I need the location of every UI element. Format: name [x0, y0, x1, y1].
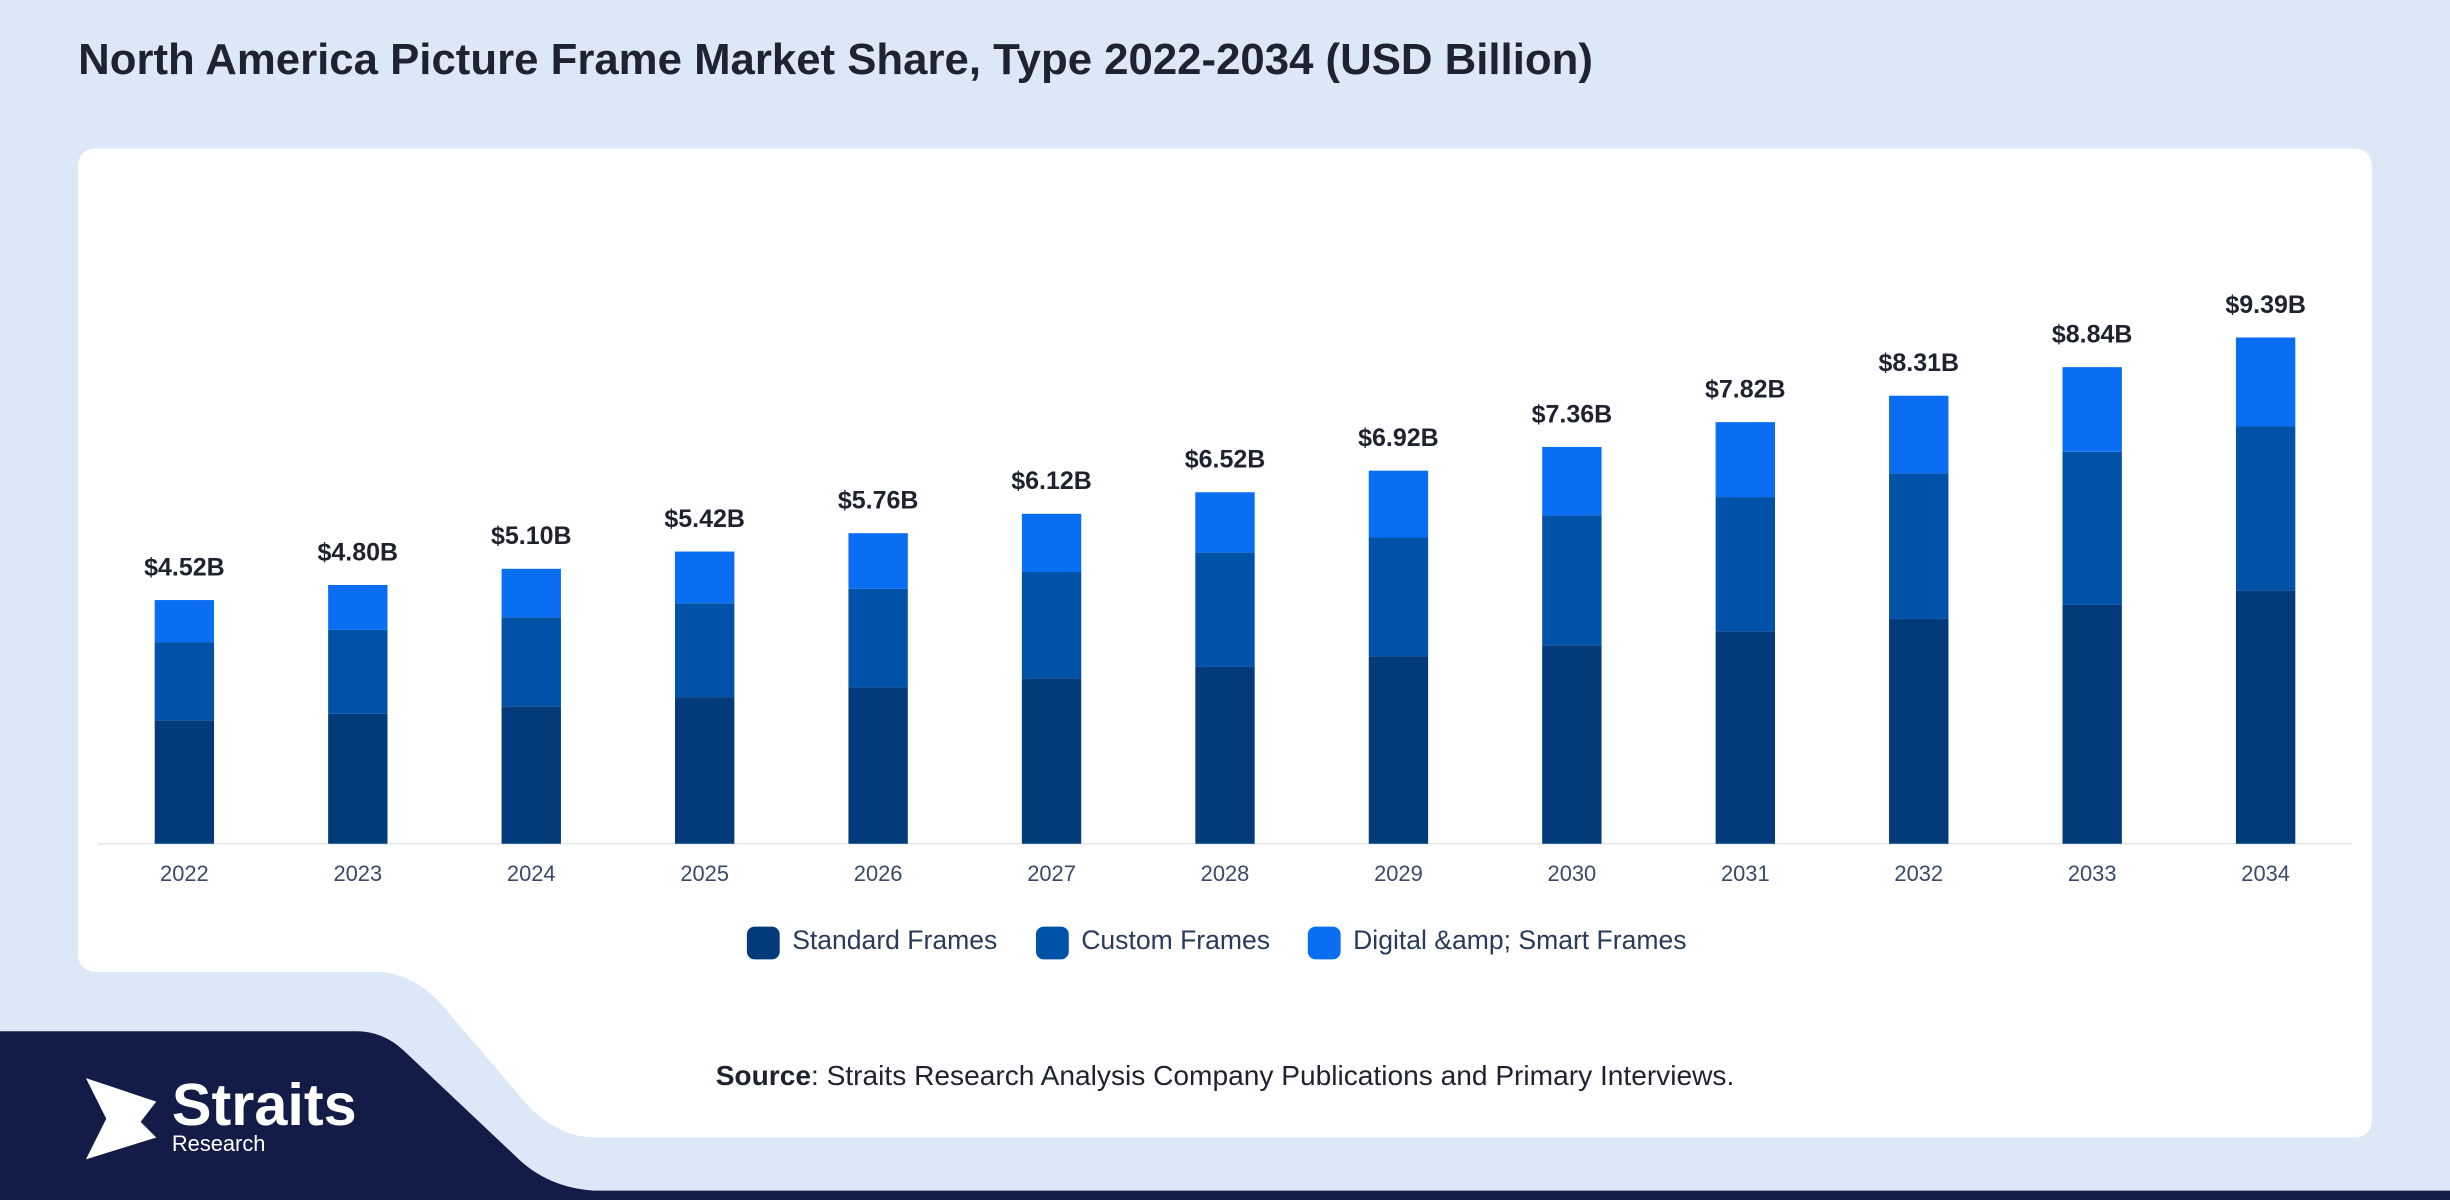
legend-label: Standard Frames: [792, 925, 997, 955]
x-tick-label: 2033: [2068, 861, 2117, 886]
total-label: $9.39B: [2225, 291, 2306, 319]
source-text: : Straits Research Analysis Company Publ…: [811, 1061, 1734, 1092]
logo-sub: Research: [172, 1131, 266, 1156]
x-tick-label: 2025: [680, 861, 729, 886]
total-label: $8.84B: [2052, 321, 2133, 349]
total-label: $6.12B: [1011, 467, 1092, 495]
total-label: $4.52B: [144, 553, 225, 581]
bar-segment: [1889, 618, 1949, 844]
bar-segment: [1195, 666, 1255, 844]
bar-segment: [1368, 656, 1429, 844]
bar-segment: [1715, 422, 1775, 498]
source: Source: Straits Research Analysis Compan…: [716, 1061, 1735, 1092]
bar-segment: [1542, 515, 1602, 646]
x-tick-label: 2028: [1201, 861, 1250, 886]
bar-segment: [1368, 537, 1429, 657]
bar-segment: [2235, 426, 2296, 591]
bar-segment: [501, 568, 561, 618]
legend-label: Custom Frames: [1081, 925, 1270, 955]
bar-segment: [154, 600, 215, 643]
x-tick-label: 2029: [1374, 861, 1423, 886]
bar-segment: [848, 588, 908, 688]
bar-segment: [1195, 552, 1255, 667]
bar-segment: [675, 551, 735, 604]
total-label: $7.82B: [1705, 376, 1786, 404]
bar-segment: [328, 713, 388, 844]
bar-segment: [1715, 631, 1775, 844]
chart-title: North America Picture Frame Market Share…: [78, 35, 1593, 84]
bar-segment: [2235, 590, 2296, 844]
bar-segment: [1542, 645, 1602, 844]
legend-swatch: [1035, 926, 1069, 960]
bar-segment: [1542, 446, 1602, 516]
bar-segment: [1021, 678, 1082, 844]
total-label: $5.76B: [838, 487, 919, 515]
bar-segment: [1889, 473, 1949, 619]
x-tick-label: 2030: [1548, 861, 1597, 886]
bar-segment: [154, 720, 215, 844]
bar-segment: [1889, 395, 1949, 474]
bar-segment: [675, 697, 735, 844]
bar-segment: [328, 629, 388, 714]
legend-swatch: [746, 926, 780, 960]
x-tick-label: 2032: [1894, 861, 1943, 886]
x-tick-label: 2024: [507, 861, 556, 886]
total-label: $5.10B: [491, 522, 572, 550]
total-label: $8.31B: [1878, 349, 1959, 377]
x-tick-label: 2027: [1027, 861, 1076, 886]
bar-segment: [848, 533, 908, 589]
legend-swatch: [1307, 926, 1341, 960]
bar-segment: [1195, 492, 1255, 553]
bar-segment: [2062, 604, 2122, 844]
bar-segment: [501, 617, 561, 707]
footer-band: [0, 1031, 2450, 1200]
total-label: $7.36B: [1532, 400, 1613, 428]
x-tick-label: 2023: [333, 861, 382, 886]
x-tick-label: 2031: [1721, 861, 1770, 886]
x-tick-label: 2026: [854, 861, 903, 886]
total-label: $6.92B: [1358, 424, 1439, 452]
logo-icon: [85, 1078, 157, 1160]
bar-segment: [328, 584, 388, 630]
legend-label: Digital &amp; Smart Frames: [1353, 925, 1686, 955]
x-tick-label: 2034: [2241, 861, 2290, 886]
bar-segment: [675, 603, 735, 698]
bar-segment: [1021, 513, 1082, 573]
bar-segment: [2062, 451, 2122, 605]
total-label: $6.52B: [1185, 446, 1266, 474]
source-label: Source: [716, 1061, 811, 1092]
bar-segment: [1715, 497, 1775, 632]
bar-segment: [2062, 367, 2122, 452]
bar-segment: [1021, 572, 1082, 679]
total-label: $4.80B: [318, 538, 399, 566]
x-tick-label: 2022: [160, 861, 209, 886]
bar-segment: [1368, 470, 1429, 538]
bar-segment: [848, 687, 908, 844]
bar-segment: [2235, 337, 2296, 427]
logo-name: Straits: [172, 1071, 357, 1138]
bar-segment: [501, 706, 561, 844]
total-label: $5.42B: [664, 505, 745, 533]
bar-segment: [154, 642, 215, 721]
